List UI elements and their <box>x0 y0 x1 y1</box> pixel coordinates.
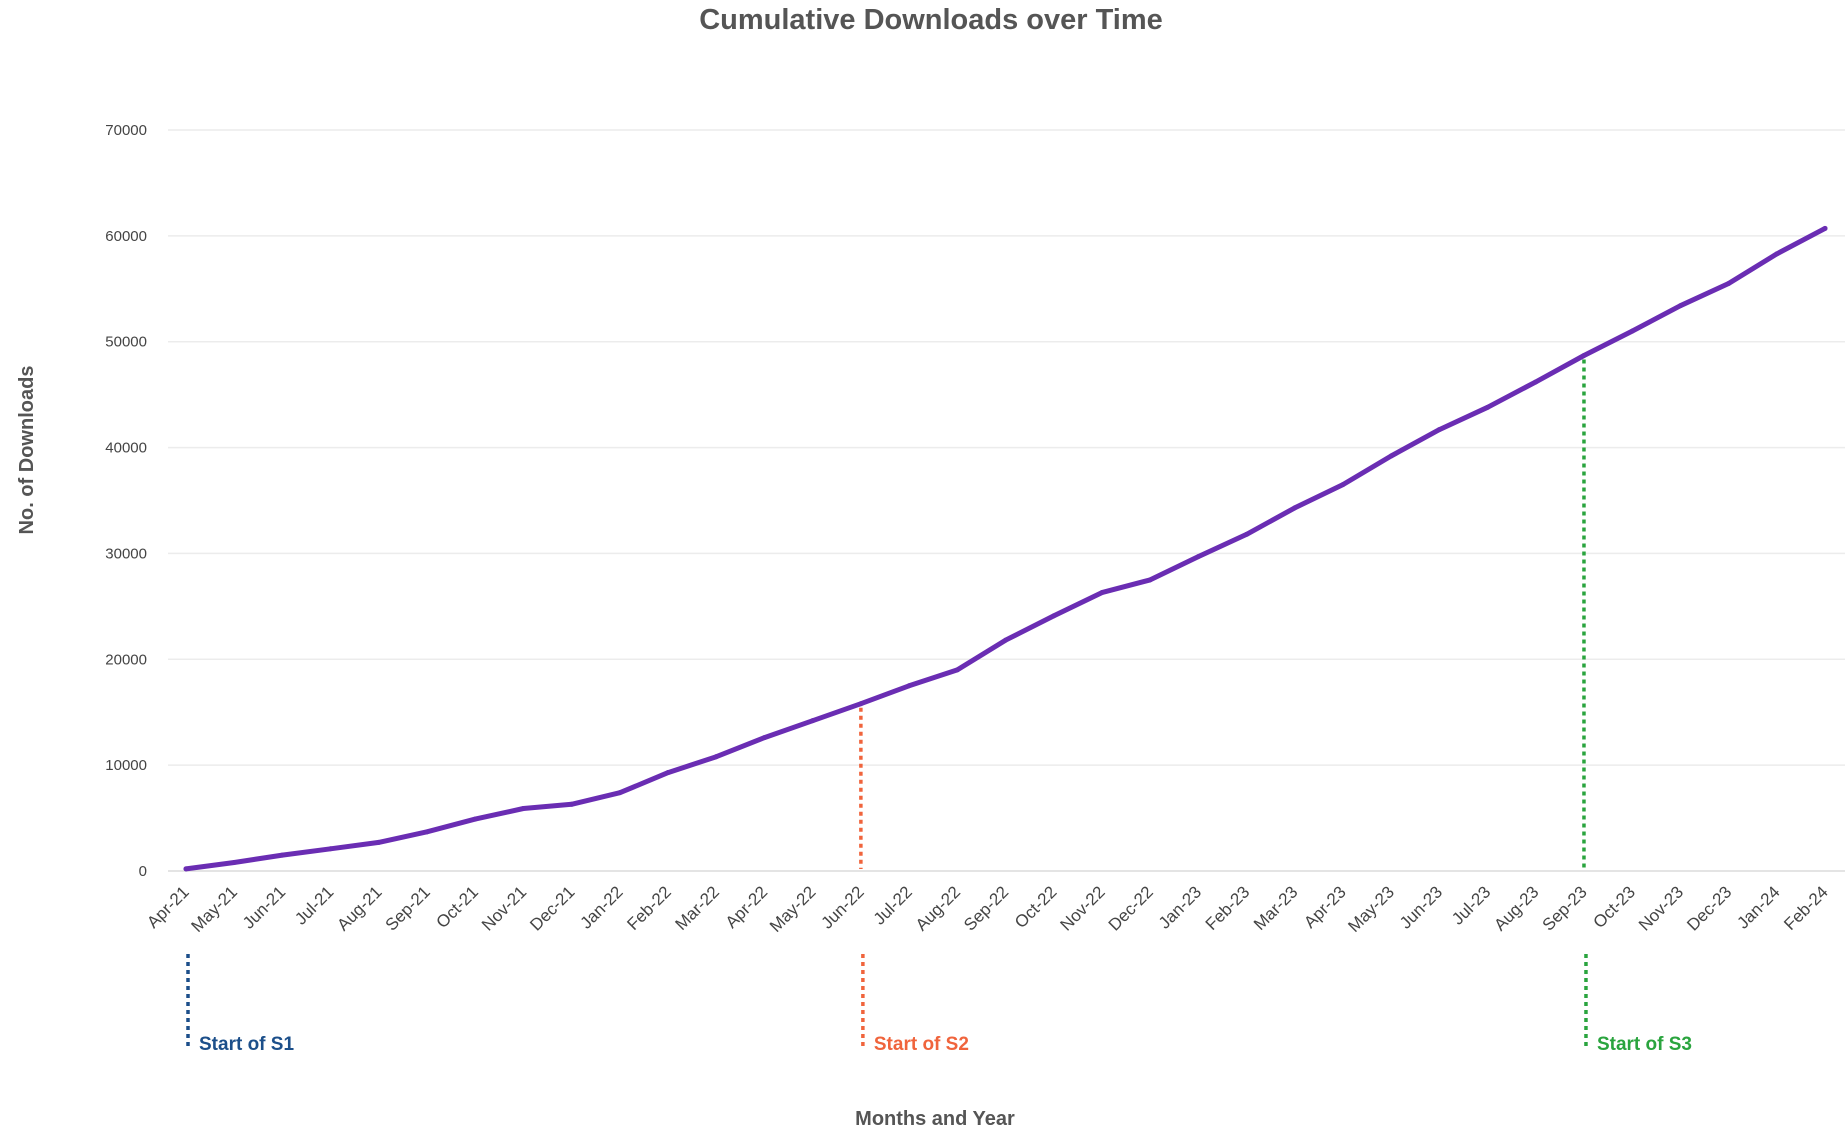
x-tick-label: Sep-23 <box>1539 882 1591 934</box>
data-point <box>1051 613 1057 619</box>
x-tick-label: Jul-23 <box>1448 882 1494 928</box>
gridlines <box>168 129 1845 872</box>
x-tick-label: Jul-21 <box>291 882 337 928</box>
x-axis-title: Months and Year <box>855 1108 1015 1128</box>
x-tick-label: Mar-22 <box>672 882 724 934</box>
data-point <box>1822 225 1828 231</box>
x-tick-label: Dec-23 <box>1683 882 1735 934</box>
x-tick-label: Jan-24 <box>1733 882 1783 932</box>
data-point <box>761 735 767 741</box>
series-line <box>183 225 1828 872</box>
annotation-label: Start of S1 <box>199 1034 294 1055</box>
x-tick-label: Sep-21 <box>382 882 434 934</box>
data-point <box>1099 590 1105 596</box>
chart-title: Cumulative Downloads over Time <box>699 4 1163 36</box>
data-point <box>1340 482 1346 488</box>
y-tick-label: 40000 <box>105 440 147 457</box>
x-tick-label: Sep-22 <box>960 882 1012 934</box>
x-tick-label: Feb-22 <box>623 882 675 934</box>
y-tick-label: 0 <box>139 863 147 880</box>
y-tick-label: 30000 <box>105 545 147 562</box>
data-point <box>1195 554 1201 560</box>
y-axis-title: No. of Downloads <box>16 366 38 535</box>
x-tick-label: Mar-23 <box>1250 882 1302 934</box>
x-tick-label: May-21 <box>188 882 242 936</box>
data-point <box>1726 280 1732 286</box>
x-tick-label: Jul-22 <box>870 882 916 928</box>
y-tick-label: 20000 <box>105 651 147 668</box>
x-tick-label: Jan-23 <box>1155 882 1205 932</box>
data-point <box>1533 379 1539 385</box>
data-point <box>810 718 816 724</box>
x-tick-label: Apr-22 <box>722 882 772 932</box>
x-tick-label: Nov-22 <box>1057 882 1109 934</box>
y-tick-label: 60000 <box>105 228 147 245</box>
x-tick-label: Aug-22 <box>912 882 964 934</box>
x-tick-label: Feb-23 <box>1202 882 1254 934</box>
data-point <box>665 770 671 776</box>
x-tick-label: Jun-23 <box>1396 882 1446 932</box>
data-point <box>1388 453 1394 459</box>
data-point <box>472 816 478 822</box>
data-point <box>858 701 864 707</box>
x-tick-label: Nov-21 <box>478 882 530 934</box>
data-point <box>520 806 526 812</box>
x-tick-label: Jun-22 <box>818 882 868 932</box>
x-tick-label: Aug-23 <box>1490 882 1542 934</box>
y-tick-label: 50000 <box>105 334 147 351</box>
data-point <box>376 839 382 845</box>
x-tick-label: Jun-21 <box>239 882 289 932</box>
x-tick-label: Dec-21 <box>526 882 578 934</box>
data-point <box>424 829 430 835</box>
annotation-label: Start of S2 <box>874 1034 969 1055</box>
y-axis-ticks: 0 10000 20000 30000 40000 50000 60000 70000 <box>105 122 147 880</box>
x-tick-label: Apr-23 <box>1300 882 1350 932</box>
series-layer <box>183 225 1828 872</box>
annotations: Start of S1 Start of S2 Start of S3 <box>186 359 1692 1055</box>
x-tick-label: Aug-21 <box>333 882 385 934</box>
data-point <box>1436 427 1442 433</box>
x-tick-label: Feb-24 <box>1780 882 1832 934</box>
data-point <box>617 790 623 796</box>
x-tick-label: Oct-22 <box>1011 882 1061 932</box>
x-tick-label: May-22 <box>766 882 820 936</box>
data-point <box>183 866 189 872</box>
x-tick-label: Jan-22 <box>576 882 626 932</box>
data-point <box>1629 328 1635 334</box>
data-point <box>231 860 237 866</box>
x-tick-label: Oct-23 <box>1589 882 1639 932</box>
annotation-label: Start of S3 <box>1597 1034 1692 1055</box>
data-point <box>1147 577 1153 583</box>
data-point <box>1581 352 1587 358</box>
data-point <box>713 754 719 760</box>
data-point <box>1003 637 1008 643</box>
x-tick-label: Nov-23 <box>1635 882 1687 934</box>
data-point <box>279 852 285 858</box>
data-point <box>1292 505 1298 511</box>
data-point <box>906 683 912 689</box>
data-point <box>1774 251 1780 257</box>
data-point <box>1244 531 1250 537</box>
data-point <box>1677 303 1683 309</box>
x-tick-label: Dec-22 <box>1105 882 1157 934</box>
data-point <box>954 667 960 673</box>
x-tick-label: Oct-21 <box>433 882 483 932</box>
y-tick-label: 10000 <box>105 757 147 774</box>
data-point <box>1485 404 1491 410</box>
data-point <box>569 801 575 807</box>
x-tick-label: May-23 <box>1344 882 1398 936</box>
y-tick-label: 70000 <box>105 122 147 139</box>
x-tick-label: Apr-21 <box>143 882 193 932</box>
data-point <box>328 846 334 852</box>
